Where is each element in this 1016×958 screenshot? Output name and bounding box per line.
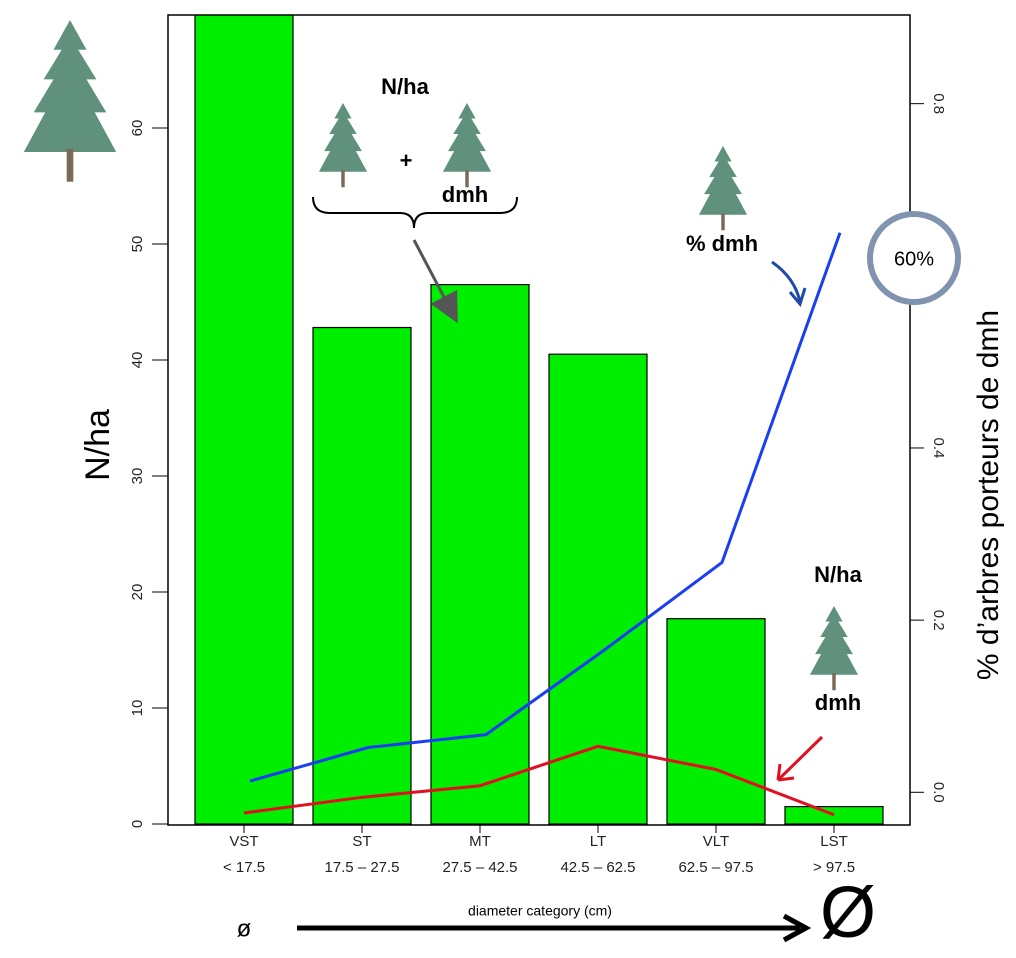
x-tick-label: VST	[229, 833, 258, 850]
y2-axis-title: % d’arbres porteurs de dmh	[972, 310, 1005, 680]
y-axis-title: N/ha	[79, 409, 117, 481]
x-tick-label: LT	[590, 833, 606, 850]
y-tick-label: 20	[129, 584, 146, 601]
y-tick-label: 0	[129, 820, 146, 828]
y-tick-label: 30	[129, 468, 146, 485]
annotation: N/ha	[381, 74, 429, 99]
bar	[194, 15, 294, 825]
bar	[430, 284, 530, 825]
line	[249, 232, 842, 783]
x-tick-sublabel: 62.5 – 97.5	[678, 859, 753, 876]
x-tick-label: LST	[820, 833, 848, 850]
y2-tick-label: 0.2	[930, 610, 947, 631]
bar	[784, 805, 884, 825]
x-tick-sublabel: > 97.5	[813, 859, 855, 876]
tree-icon	[809, 606, 859, 691]
tree-icon	[442, 103, 492, 188]
arrow-head	[782, 913, 812, 943]
annotation: dmh	[442, 182, 488, 207]
annotation: ø	[237, 915, 252, 942]
y-tick-label: 60	[129, 120, 146, 137]
bar	[666, 618, 766, 825]
x-tick-sublabel: 17.5 – 27.5	[324, 859, 399, 876]
tree-icon	[23, 20, 117, 182]
arrow-head	[788, 287, 807, 308]
arrow	[771, 260, 802, 303]
bar	[312, 326, 412, 825]
y-tick-label: 40	[129, 352, 146, 369]
y-tick-label: 10	[129, 700, 146, 717]
annotation: Ø	[820, 873, 876, 953]
y2-tick-label: 0.4	[930, 438, 947, 459]
annotation: 60%	[894, 248, 934, 270]
x-tick-label: ST	[352, 833, 371, 850]
y2-tick-label: 0.8	[930, 93, 947, 114]
x-tick-label: MT	[469, 833, 491, 850]
y-tick-label: 50	[129, 236, 146, 253]
tree-icon	[318, 103, 368, 188]
annotation: % dmh	[686, 231, 758, 256]
arrow	[776, 735, 824, 782]
annotation: dmh	[815, 690, 861, 715]
x-tick-label: VLT	[703, 833, 729, 850]
x-tick-sublabel: < 17.5	[223, 859, 265, 876]
x-tick-sublabel: 27.5 – 42.5	[442, 859, 517, 876]
line	[243, 744, 835, 817]
x-tick-sublabel: 42.5 – 62.5	[560, 859, 635, 876]
plot-frame	[167, 14, 911, 826]
arrow	[412, 239, 458, 324]
annotation: N/ha	[814, 562, 862, 587]
y2-tick-label: 0.0	[930, 782, 947, 803]
highlight-circle	[867, 211, 961, 305]
brace	[312, 196, 518, 229]
x-axis-title: diameter category (cm)	[468, 903, 612, 919]
tree-icon	[698, 146, 748, 231]
annotation: +	[400, 148, 413, 173]
